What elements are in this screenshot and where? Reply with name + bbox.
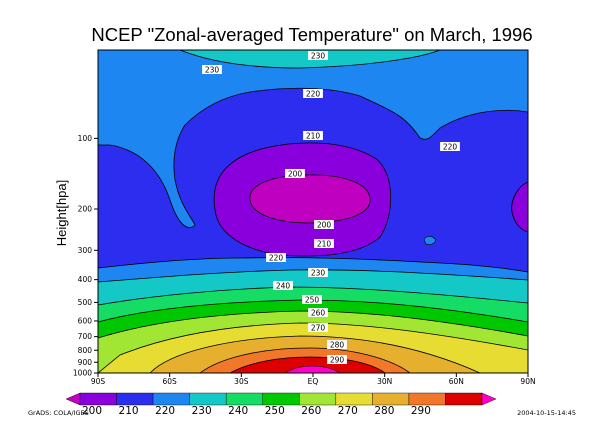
contour-label: 230 (308, 51, 328, 61)
contour-label-text: 220 (443, 143, 458, 152)
colorbar-swatch (408, 392, 446, 406)
band-200 (249, 174, 371, 224)
colorbar-swatch (481, 392, 497, 406)
y-tick-label: 800 (78, 346, 93, 355)
x-tick-label: 90N (520, 377, 535, 386)
colorbar-label: 270 (338, 405, 358, 417)
contour-label: 230 (308, 268, 328, 278)
contour-label: 260 (308, 308, 328, 318)
colorbar-label: 250 (265, 405, 285, 417)
contour-labels: 230 230 220 210 220 200 200 210 220 230 240 250 260 2… (202, 51, 460, 365)
contour-label: 230 (202, 65, 222, 75)
contour-label-text: 250 (305, 296, 320, 305)
contour-label: 200 (285, 169, 305, 179)
colorbar-label: 260 (301, 405, 321, 417)
band-210-edge (511, 181, 528, 233)
contour-label: 220 (266, 253, 286, 263)
contour-label: 210 (303, 131, 323, 141)
y-tick-label: 700 (78, 332, 93, 341)
y-tick-label: 600 (78, 316, 93, 325)
contour-label-text: 210 (306, 132, 321, 141)
contour-label: 290 (327, 355, 347, 365)
contour-label: 280 (327, 340, 347, 350)
colorbar-label: 200 (82, 405, 102, 417)
contour-label: 210 (314, 239, 334, 249)
colorbar-swatch (116, 392, 154, 406)
contour-label: 220 (303, 89, 323, 99)
colorbar-swatch (225, 392, 263, 406)
y-tick-label: 100 (78, 134, 93, 143)
x-tick-label: 30N (377, 377, 392, 386)
colorbar-swatch (372, 392, 410, 406)
contour-label-text: 210 (317, 240, 332, 249)
contour-label-text: 230 (205, 66, 220, 75)
colorbar-swatch (262, 392, 300, 406)
y-axis-ticks: 1000 900 800 700 600 500 400 300 200 100 (73, 134, 98, 378)
x-tick-label: 60N (449, 377, 464, 386)
contour-label-text: 220 (269, 254, 284, 263)
contour-label-text: 260 (311, 309, 326, 318)
colorbar-swatch (299, 392, 337, 406)
contour-label-text: 270 (311, 324, 326, 333)
colorbar-swatch (65, 392, 81, 406)
contour-label: 240 (273, 281, 293, 291)
contour-label-text: 240 (276, 282, 291, 291)
contour-label-text: 200 (288, 170, 303, 179)
contour-label-text: 280 (330, 341, 345, 350)
colorbar-swatch (152, 392, 190, 406)
y-tick-label: 500 (78, 298, 93, 307)
y-tick-label: 400 (78, 275, 93, 284)
y-tick-label: 200 (78, 205, 93, 214)
colorbar-swatch (189, 392, 227, 406)
x-tick-label: 30S (234, 377, 249, 386)
chart-title: NCEP "Zonal-averaged Temperature" on Mar… (91, 24, 532, 45)
colorbar-label: 220 (155, 405, 175, 417)
x-axis-ticks: 90S 60S 30S EQ 30N 60N 90N (91, 373, 536, 386)
colorbar: 200 210 220 230 240 250 260 270 280 290 (65, 392, 497, 417)
colorbar-label: 210 (119, 405, 139, 417)
contour-label-text: 290 (330, 356, 345, 365)
colorbar-label: 290 (411, 405, 431, 417)
y-tick-label: 1000 (73, 369, 92, 378)
contour-label: 250 (302, 295, 322, 305)
contour-label-text: 220 (306, 90, 321, 99)
band-220-blob (423, 236, 436, 245)
colorbar-label: 230 (192, 405, 212, 417)
y-axis-label: Height[hpa] (54, 180, 69, 247)
contour-fill (98, 50, 528, 373)
y-tick-label: 300 (78, 246, 93, 255)
contour-label: 270 (308, 323, 328, 333)
colorbar-label: 240 (228, 405, 248, 417)
y-tick-label: 900 (78, 358, 93, 367)
colorbar-swatch (335, 392, 373, 406)
contour-label: 220 (440, 142, 460, 152)
band-320 (284, 365, 341, 373)
x-tick-label: 60S (163, 377, 178, 386)
footer-right: 2004-10-15-14:45 (517, 409, 576, 417)
x-tick-label: EQ (308, 377, 319, 386)
footer-left: GrADS: COLA/IGES (28, 409, 89, 417)
contour-label: 200 (314, 220, 334, 230)
colorbar-swatch (79, 392, 117, 406)
colorbar-swatch (445, 392, 483, 406)
contour-label-text: 230 (311, 269, 326, 278)
x-tick-label: 90S (91, 377, 106, 386)
colorbar-label: 280 (374, 405, 394, 417)
contour-label-text: 200 (317, 221, 332, 230)
contour-label-text: 230 (311, 52, 326, 61)
band-230-top (98, 50, 528, 228)
